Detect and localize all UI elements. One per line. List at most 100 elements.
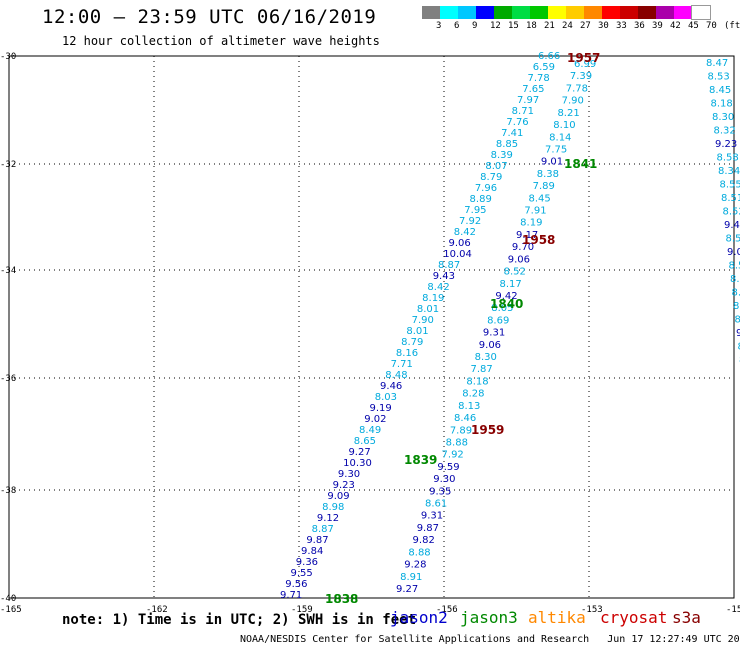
track-b-label: 7.90 xyxy=(562,96,584,107)
track-time-label: 1839 xyxy=(404,453,437,467)
legend-swatch xyxy=(602,6,620,19)
satellite-jason2: jason2 xyxy=(390,608,448,627)
track-a-label: 7.90 xyxy=(412,315,434,326)
track-a-label: 9.46 xyxy=(380,381,402,392)
legend-label: 15 xyxy=(508,21,519,31)
x-tick-label: -162 xyxy=(146,605,168,615)
track-a-label: 8.01 xyxy=(417,304,439,315)
track-a-label: 7.65 xyxy=(522,84,544,95)
track-a-label: 9.02 xyxy=(364,414,386,425)
x-tick-label: -150 xyxy=(726,605,740,615)
track-a-label: 10.04 xyxy=(443,249,472,260)
track-b-label: 7.91 xyxy=(524,206,546,217)
track-b-label: 6.99 xyxy=(574,59,596,70)
right-track-label: 8.56 xyxy=(726,234,740,245)
legend-swatch xyxy=(440,6,458,19)
track-a-label: 8.87 xyxy=(312,524,334,535)
track-b-label: 8.14 xyxy=(549,132,571,143)
track-a-label: 7.71 xyxy=(391,359,413,370)
track-a-label: 7.78 xyxy=(527,73,549,84)
track-a-label: 8.98 xyxy=(322,502,344,513)
track-a-label: 8.49 xyxy=(359,425,381,436)
track-a-label: 9.09 xyxy=(327,491,349,502)
track-b-label: 7.92 xyxy=(442,450,464,461)
track-a-label: 8.71 xyxy=(512,106,534,117)
right-track-label: 8.32 xyxy=(714,126,736,137)
track-a-label: 9.71 xyxy=(280,590,302,601)
track-b-label: 7.39 xyxy=(570,71,592,82)
track-b-label: 8.05 xyxy=(491,303,513,314)
legend-swatch xyxy=(656,6,674,19)
right-track-label: 8.53 xyxy=(708,72,730,83)
track-a-label: 9.84 xyxy=(301,546,323,557)
track-b-label: 8.61 xyxy=(425,499,447,510)
legend-label: 24 xyxy=(562,21,573,31)
track-b-label: 9.59 xyxy=(437,462,459,473)
legend-label: 27 xyxy=(580,21,591,31)
track-time-label: 1959 xyxy=(471,423,504,437)
x-tick-label: -156 xyxy=(436,605,458,615)
track-a-label: 8.07 xyxy=(485,161,507,172)
satellite-cryosat: cryosat xyxy=(600,608,668,627)
legend-label: 21 xyxy=(544,21,555,31)
right-track-label: 8.5 xyxy=(729,261,740,272)
satellite-altika: altika xyxy=(528,608,586,627)
legend-swatch xyxy=(530,6,548,19)
right-track-label: 8.9 xyxy=(730,274,740,285)
track-b-label: 8.46 xyxy=(454,413,476,424)
track-b-label: 8.91 xyxy=(400,572,422,583)
track-a-label: 7.95 xyxy=(464,205,486,216)
track-b-label: 9.87 xyxy=(417,523,439,534)
track-b-label: 7.75 xyxy=(545,144,567,155)
right-track-label: 8.34 xyxy=(718,166,740,177)
track-b-label: 8.88 xyxy=(446,437,468,448)
right-track-label: 8.51 xyxy=(721,193,740,204)
x-tick-label: -159 xyxy=(291,605,313,615)
right-track-label: 8.30 xyxy=(712,112,734,123)
track-b-label: 9.30 xyxy=(433,474,455,485)
map-title: 12:00 – 23:59 UTC 06/16/2019 xyxy=(42,6,377,28)
track-b-label: 9.17 xyxy=(516,230,538,241)
track-b-label: 8.88 xyxy=(408,547,430,558)
track-b-label: 8.13 xyxy=(458,401,480,412)
track-b-label: 7.87 xyxy=(471,364,493,375)
track-a-label: 8.79 xyxy=(480,172,502,183)
legend-label: 3 xyxy=(436,21,442,31)
track-b-label: 9.70 xyxy=(512,242,534,253)
legend-label: 33 xyxy=(616,21,627,31)
track-a-label: 9.56 xyxy=(285,579,307,590)
track-b-label: 8.10 xyxy=(553,120,575,131)
track-b-label: 9.06 xyxy=(479,340,501,351)
track-a-label: 9.27 xyxy=(348,447,370,458)
right-track-label: 8.18 xyxy=(711,99,733,110)
satellite-jason3: jason3 xyxy=(460,608,518,627)
track-a-label: 6.66 xyxy=(538,51,560,62)
track-a-label: 9.19 xyxy=(370,403,392,414)
track-a-label: 9.43 xyxy=(433,271,455,282)
legend-swatch xyxy=(476,6,494,19)
legend-swatch xyxy=(566,6,584,19)
track-time-label: 1958 xyxy=(522,233,555,247)
track-a-label: 8.42 xyxy=(454,227,476,238)
legend-swatch xyxy=(674,6,692,19)
track-a-label: 8.42 xyxy=(427,282,449,293)
legend-swatch xyxy=(638,6,656,19)
legend-label: 18 xyxy=(526,21,537,31)
legend-swatch xyxy=(512,6,530,19)
legend-swatch xyxy=(494,6,512,19)
track-a-label: 9.55 xyxy=(291,568,313,579)
y-tick-label: -36 xyxy=(0,374,16,384)
track-b-label: 9.42 xyxy=(495,291,517,302)
track-b-label: 9.27 xyxy=(396,584,418,595)
y-tick-label: -34 xyxy=(0,266,16,276)
y-tick-label: -38 xyxy=(0,486,16,496)
legend-swatch xyxy=(458,6,476,19)
legend-label: 9 xyxy=(472,21,478,31)
track-a-label: 7.96 xyxy=(475,183,497,194)
track-b-label: 8.38 xyxy=(537,169,559,180)
map-subtitle: 12 hour collection of altimeter wave hei… xyxy=(62,34,380,48)
track-b-label: 9.31 xyxy=(421,511,443,522)
legend-label: 36 xyxy=(634,21,645,31)
track-b-label: 8.21 xyxy=(557,108,579,119)
